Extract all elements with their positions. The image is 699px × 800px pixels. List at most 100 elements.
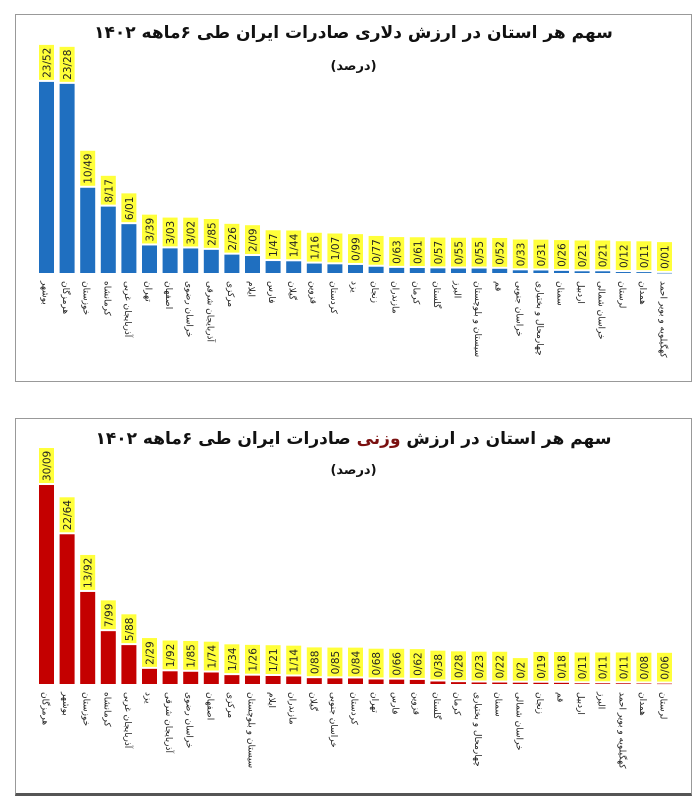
data-label: 0/26	[557, 243, 569, 267]
data-label-bg	[409, 237, 425, 267]
bar	[574, 271, 590, 273]
x-tick-label: کردستان	[349, 692, 359, 726]
data-label-bg	[595, 652, 611, 682]
data-label: 1/21	[268, 648, 280, 672]
bar	[306, 263, 322, 273]
bar	[430, 268, 446, 273]
bar	[245, 675, 260, 684]
x-tick-label: هرمزگان	[60, 281, 72, 314]
data-label-bg	[368, 235, 384, 265]
x-tick-label: قم	[555, 692, 565, 702]
bar	[121, 645, 137, 684]
data-label-bg	[451, 237, 466, 267]
data-label-bg	[224, 223, 240, 253]
x-tick-label: فارس	[390, 692, 400, 714]
x-tick-label: قزوین	[410, 692, 420, 715]
bar	[657, 683, 672, 685]
x-tick-label: خوزستان	[81, 692, 91, 726]
x-tick-label: کرمان	[410, 281, 420, 305]
chart-title: سهم هر استان در ارزش دلاری صادرات ایران …	[94, 23, 613, 43]
data-label-bg	[121, 614, 137, 644]
bar	[162, 248, 178, 273]
data-label-bg	[554, 240, 569, 269]
data-label: 0/85	[330, 651, 342, 675]
data-label: 0/68	[371, 652, 383, 676]
data-label: 30/09	[42, 451, 54, 481]
data-label: 0/66	[392, 652, 404, 676]
data-label: 13/92	[83, 558, 95, 588]
data-label-bg	[121, 193, 137, 223]
bar	[430, 681, 446, 684]
x-tick-label: قزوین	[307, 281, 317, 304]
x-tick-label: آذربایجان غربی	[122, 281, 134, 338]
data-label-bg	[595, 240, 611, 270]
x-tick-label: گلستان	[431, 281, 443, 309]
title-part: صادرات ایران طی ۶ماهه ۱۴۰۲	[95, 429, 357, 449]
data-label: 0/06	[660, 656, 672, 680]
x-tick-label: زنجان	[534, 692, 544, 714]
x-tick-label: فارس	[266, 281, 276, 303]
data-label: 6/01	[124, 197, 136, 221]
bar	[142, 668, 157, 684]
data-label-bg	[59, 46, 75, 82]
data-label-bg	[512, 658, 528, 681]
bar	[512, 682, 528, 684]
data-label-bg	[471, 237, 487, 267]
data-label-bg	[657, 242, 672, 271]
data-label-bg	[306, 647, 322, 677]
x-tick-label: خراسان جنوبی	[513, 281, 523, 337]
data-label: 22/64	[62, 500, 74, 531]
x-tick-label: کرمانشاه	[101, 692, 111, 728]
bar	[327, 264, 343, 273]
bar	[80, 591, 96, 684]
data-label-bg	[615, 241, 631, 271]
x-tick-label: ایلام	[266, 692, 276, 708]
data-label-bg	[327, 647, 343, 677]
data-label: 0/11	[577, 656, 589, 680]
x-tick-label: سیستان و بلوچستان	[246, 692, 256, 768]
data-label-bg	[245, 225, 260, 255]
bar	[306, 678, 322, 684]
x-tick-label: اردبیل	[575, 281, 585, 304]
data-label-bg	[183, 640, 199, 670]
weight-value-bar-chart: 30/09 هرمزگان 22/64 بوشهر 13/92 خوزستان 7/99 کر…	[39, 448, 672, 769]
data-label: 0/55	[474, 241, 486, 265]
data-label-bg	[245, 644, 260, 674]
x-tick-label: مرکزی	[225, 692, 235, 718]
x-tick-label: همدان	[637, 281, 647, 305]
bar	[615, 683, 631, 684]
data-label: 23/52	[42, 48, 54, 78]
data-label-bg	[430, 237, 446, 267]
x-tick-label: چهارمحال و بختیاری	[534, 281, 544, 356]
x-tick-label: خراسان رضوی	[184, 281, 194, 337]
data-label: 10/49	[83, 154, 95, 184]
data-label-bg	[348, 647, 363, 677]
x-tick-label: کرمانشاه	[101, 281, 111, 317]
bar	[286, 676, 302, 684]
data-label: 0/33	[515, 243, 527, 267]
bar	[492, 268, 508, 273]
x-tick-label: مرکزی	[225, 281, 235, 307]
bar	[100, 631, 116, 684]
bar	[286, 261, 302, 273]
dollar-value-chart-panel: سهم هر استان در ارزش دلاری صادرات ایران …	[15, 14, 692, 382]
data-label: 0/21	[577, 244, 589, 268]
x-tick-label: مازندران	[287, 692, 297, 725]
data-label-bg	[142, 214, 157, 244]
data-label: 5/88	[124, 618, 136, 642]
data-label-bg	[389, 237, 405, 266]
x-tick-label: مازندران	[390, 281, 400, 314]
bar	[389, 267, 405, 273]
data-label: 1/44	[289, 233, 301, 257]
data-label: 0/61	[412, 240, 424, 264]
bar	[451, 682, 466, 684]
data-label-bg	[533, 239, 549, 269]
x-tick-label: آذربایجان شرقی	[204, 281, 216, 342]
bar	[59, 534, 75, 684]
bar	[389, 679, 405, 684]
bar	[183, 671, 199, 684]
x-tick-label: کردستان	[328, 281, 338, 315]
bar	[183, 248, 199, 273]
x-tick-label: خراسان جنوبی	[328, 692, 338, 748]
data-label: 0/55	[454, 241, 466, 265]
